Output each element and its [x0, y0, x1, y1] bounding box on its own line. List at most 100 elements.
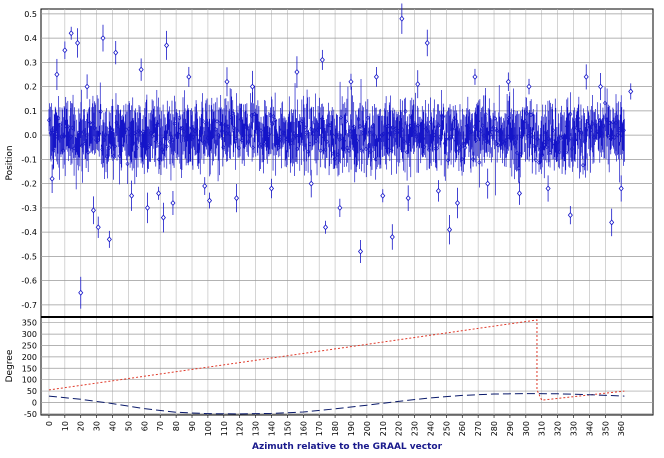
data-point [56, 115, 61, 121]
data-point [196, 148, 201, 154]
bottom-ylabel: Degree [5, 349, 15, 382]
data-point [447, 135, 452, 141]
data-point [197, 137, 202, 143]
xtick-label: 350 [601, 421, 610, 436]
bottom-plot-area [40, 316, 654, 416]
data-point [309, 126, 314, 132]
bottom-ytick-label: -50 [24, 410, 37, 419]
data-point [544, 144, 549, 150]
data-point [138, 129, 143, 135]
data-point [144, 125, 149, 131]
outlier-point [567, 212, 573, 219]
top-ytick-label: -0.2 [21, 180, 37, 189]
data-point [200, 118, 205, 124]
xtick-label: 270 [474, 421, 483, 436]
outlier-point [516, 190, 522, 197]
angle-curve-series [48, 393, 625, 415]
data-point [324, 139, 329, 145]
top-ytick-label: -0.5 [21, 252, 37, 261]
data-point [273, 117, 278, 123]
bottom-xlabel: Azimuth relative to the GRAAL vector [252, 442, 443, 452]
top-ytick-label: 0.5 [24, 10, 37, 19]
outlier-point [170, 199, 176, 207]
data-point [343, 119, 348, 124]
data-point [493, 115, 498, 121]
data-point [529, 112, 534, 118]
outlier-point [234, 195, 240, 202]
outlier-point [628, 88, 634, 95]
data-point [441, 114, 446, 120]
outlier-point [78, 289, 84, 296]
data-point [483, 111, 488, 117]
data-point [581, 162, 586, 168]
outlier-point [337, 204, 343, 211]
data-point [271, 113, 276, 119]
data-point [365, 115, 370, 121]
data-point [568, 111, 573, 117]
xtick-label: 60 [140, 421, 149, 431]
outlier-point [308, 180, 314, 187]
data-point [131, 140, 136, 146]
outlier-point [389, 233, 395, 240]
xtick-label: 70 [156, 421, 165, 431]
data-point [590, 121, 595, 127]
top-panel: 0.5 0.4 0.3 0.2 0.1 0.0 -0.1 -0.2 -0.3 -0.4 -0.5 -0… [5, 3, 654, 318]
data-point [573, 137, 578, 143]
data-point [445, 157, 450, 163]
data-point [178, 125, 183, 131]
data-point [108, 126, 113, 132]
outlier-point [405, 195, 411, 202]
outlier-point [618, 185, 624, 192]
data-point [551, 127, 556, 133]
top-ylabel: Position [5, 145, 15, 180]
bottom-ytick-label: 300 [22, 330, 37, 339]
outlier-point [106, 236, 112, 243]
data-point [160, 147, 165, 152]
data-point [540, 152, 545, 158]
outlier-point [319, 56, 325, 63]
top-ytick-label: 0.1 [24, 107, 37, 116]
data-point [227, 131, 232, 137]
bottom-ytick-label: 50 [27, 387, 37, 396]
xtick-label: 160 [299, 421, 308, 436]
outlier-point [323, 224, 329, 231]
data-point [496, 142, 501, 148]
top-ytick-label: -0.6 [21, 277, 37, 286]
top-ytick-label: 0.0 [24, 131, 37, 140]
data-point [221, 144, 226, 150]
outlier-point [68, 30, 74, 37]
outlier-point [294, 69, 300, 76]
outlier-point [84, 83, 90, 90]
xtick-label: 150 [283, 421, 292, 436]
xtick-label: 100 [204, 421, 213, 436]
data-point [621, 127, 626, 133]
bottom-ytick-label: 0 [32, 398, 37, 407]
data-point [530, 134, 535, 140]
outlier-point [454, 199, 460, 207]
outlier-point [202, 183, 208, 190]
data-point [61, 148, 66, 154]
bottom-ytick-label: 100 [22, 376, 37, 385]
xtick-label: 310 [538, 421, 547, 436]
data-point [270, 121, 274, 127]
outlier-point [224, 78, 230, 85]
top-ytick-label: 0.3 [24, 58, 37, 67]
data-point [471, 156, 476, 162]
data-point [279, 138, 284, 144]
outlier-point [144, 204, 151, 211]
data-point [318, 148, 323, 154]
bottom-ytick-label: 350 [22, 319, 37, 328]
data-point [606, 133, 611, 139]
outlier-point [399, 15, 405, 22]
xtick-label: 90 [188, 421, 197, 431]
outlier-point [62, 47, 68, 54]
top-ytick-label: -0.3 [21, 204, 37, 213]
xtick-label: 280 [490, 421, 499, 436]
outlier-point [415, 81, 421, 88]
outlier-point [348, 78, 354, 85]
data-point [177, 115, 182, 121]
xtick-label: 20 [77, 421, 86, 431]
xtick-label: 360 [617, 421, 626, 436]
data-point [563, 149, 568, 155]
